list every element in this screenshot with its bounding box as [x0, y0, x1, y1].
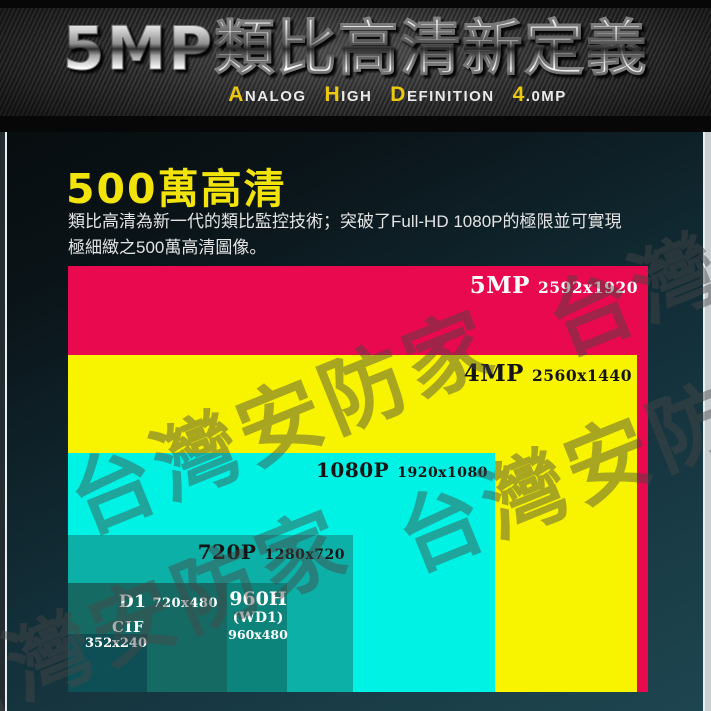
right-white-line [703, 130, 705, 711]
label-cif-resolution: 352x240 [85, 636, 148, 651]
section-description: 類比高清為新一代的類比監控技術；突破了Full-HD 1080P的極限並可實現 … [68, 209, 660, 261]
label-720p: 720P 1280x720 [197, 540, 345, 564]
resolution-comparison-chart: 5MP 2592x1920 4MP 2560x1440 1080P 1920x1… [68, 266, 648, 692]
left-white-line [5, 130, 7, 711]
banner-title: 5MP類比高清新定義 [0, 16, 711, 83]
banner-subtitle: ANALOG HIGH DEFINITION 4.0MP [42, 83, 711, 107]
subtitle-word-definition: DEFINITION [390, 83, 495, 106]
label-d1: D1 720x480 [118, 592, 218, 612]
section-heading: 500萬高清 [66, 165, 287, 213]
description-line-1: 類比高清為新一代的類比監控技術；突破了Full-HD 1080P的極限並可實現 [68, 212, 622, 231]
left-edge-border [0, 130, 5, 711]
label-960h: 960H (WD1) 960x480 [228, 588, 288, 642]
subtitle-word-4mp: 4.0MP [512, 83, 567, 106]
label-1080p: 1080P 1920x1080 [316, 458, 488, 482]
description-line-2: 極細緻之500萬高清圖像。 [68, 238, 267, 257]
subtitle-word-analog: ANALOG [228, 83, 307, 106]
label-cif: CIF [112, 618, 145, 636]
carbon-fiber-texture: 5MP類比高清新定義 ANALOG HIGH DEFINITION 4.0MP [0, 8, 711, 116]
label-4mp: 4MP 2560x1440 [463, 360, 632, 387]
right-edge-border [705, 130, 711, 711]
label-5mp: 5MP 2592x1920 [469, 272, 638, 299]
top-banner: 5MP類比高清新定義 ANALOG HIGH DEFINITION 4.0MP [0, 0, 711, 132]
subtitle-word-high: HIGH [324, 83, 373, 106]
rect-cif [68, 634, 147, 692]
